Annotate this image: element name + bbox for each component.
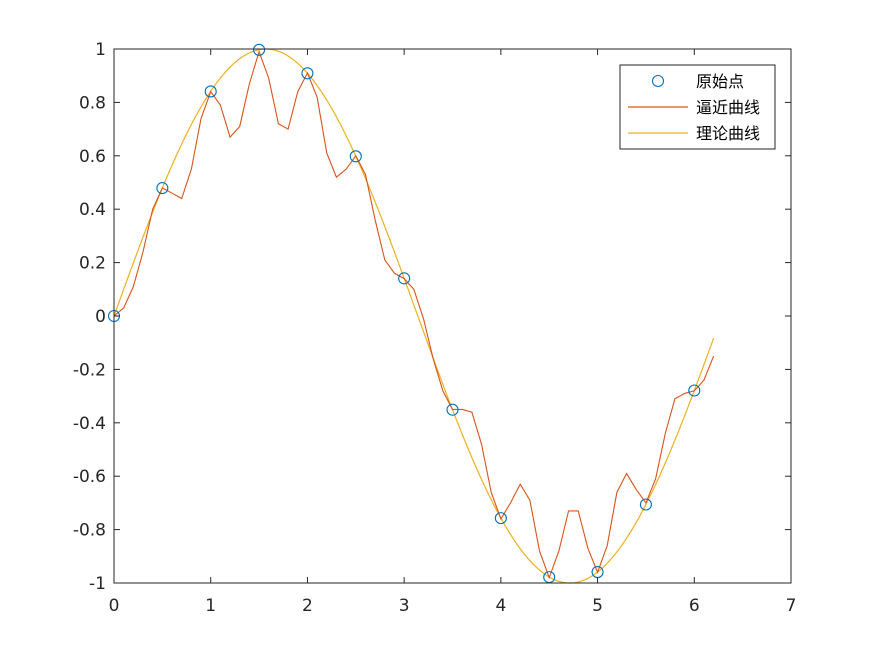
legend-label: 逼近曲线 — [696, 98, 760, 117]
y-tick-label: 1 — [95, 40, 106, 60]
data-point-marker — [204, 85, 217, 98]
data-point-marker — [156, 182, 169, 195]
x-tick-label: 2 — [302, 596, 313, 616]
x-tick-label: 3 — [399, 596, 410, 616]
y-tick-label: -0.8 — [73, 521, 106, 541]
y-tick-label: 0.4 — [79, 200, 106, 220]
y-axis: -1 -0.8 -0.6 -0.4 -0.2 0 0.2 0.4 0.6 0.8 1 — [73, 40, 791, 594]
y-tick-label: 0.2 — [79, 254, 106, 274]
data-point-marker — [253, 43, 266, 56]
data-point-marker — [446, 403, 459, 416]
data-point-marker — [301, 67, 314, 80]
x-tick-label: 1 — [205, 596, 216, 616]
data-point-marker — [494, 512, 507, 525]
y-tick-label: -0.2 — [73, 360, 106, 380]
x-tick-label: 0 — [109, 596, 120, 616]
series-layer — [107, 43, 715, 584]
y-tick-label: -0.4 — [73, 414, 106, 434]
legend-label: 理论曲线 — [696, 124, 760, 143]
x-tick-label: 4 — [495, 596, 506, 616]
y-tick-label: 0.8 — [79, 93, 106, 113]
data-point-marker — [688, 384, 701, 397]
y-tick-label: -1 — [89, 574, 106, 594]
data-point-marker — [639, 498, 652, 511]
y-tick-label: 0 — [95, 307, 106, 327]
x-tick-label: 5 — [592, 596, 603, 616]
y-tick-label: -0.6 — [73, 467, 106, 487]
data-point-marker — [398, 272, 411, 285]
y-tick-label: 0.6 — [79, 147, 106, 167]
x-tick-label: 6 — [689, 596, 700, 616]
legend-marker — [651, 74, 665, 88]
data-point-marker — [349, 150, 362, 163]
x-axis: 0 1 2 3 4 5 6 7 — [109, 49, 797, 616]
x-tick-label: 7 — [786, 596, 797, 616]
legend-label: 原始点 — [696, 72, 744, 91]
